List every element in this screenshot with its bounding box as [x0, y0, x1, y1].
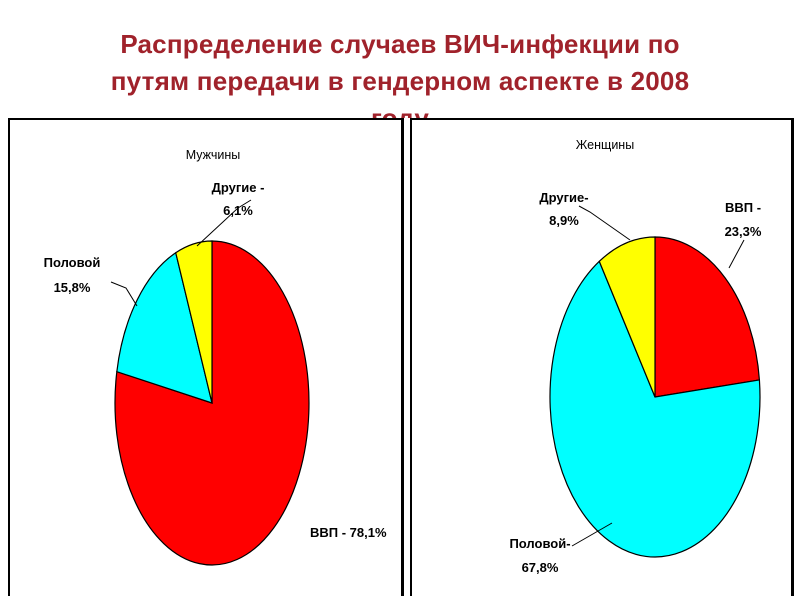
women-label-sexual-value: 67,8%	[522, 560, 559, 575]
women-leader-line-other	[578, 205, 631, 241]
women-leader-line-ivdu	[728, 239, 745, 269]
men-leader-line-sexual	[110, 281, 138, 307]
women-leader-line-sexual	[571, 522, 613, 547]
men-label-sexual-name: Половой	[44, 255, 101, 270]
men-label-other-name: Другие -	[212, 180, 265, 195]
women-label-ivdu-value: 23,3%	[725, 224, 762, 239]
men-label-ivdu: ВВП - 78,1%	[310, 525, 387, 540]
women-chart-panel: Женщины Другие- 8,9% ВВП - 23,3% Половой…	[410, 118, 794, 596]
slide-title-line-2: путям передачи в гендерном аспекте в 200…	[110, 66, 690, 96]
men-leader-line-other	[196, 199, 252, 247]
men-chart-title: Мужчины	[186, 148, 241, 162]
women-label-other-value: 8,9%	[549, 213, 579, 228]
women-slice-other	[598, 236, 656, 398]
men-pie-chart: Мужчины Другие - 6,1% Половой 15,8% ВВП …	[44, 148, 387, 566]
women-label-other-name: Другие-	[539, 190, 588, 205]
men-slice-sexual	[116, 251, 213, 404]
men-label-other-value: 6,1%	[223, 203, 253, 218]
slide-title: Распределение случаев ВИЧ-инфекции по пу…	[0, 26, 800, 118]
men-chart-panel: Мужчины Другие - 6,1% Половой 15,8% ВВП …	[8, 118, 404, 596]
women-label-ivdu-name: ВВП -	[725, 200, 761, 215]
slide-title-line-3: году	[370, 103, 430, 118]
men-label-sexual-value: 15,8%	[54, 280, 91, 295]
slide-title-line-1: Распределение случаев ВИЧ-инфекции по	[120, 29, 680, 59]
women-label-sexual-name: Половой-	[509, 536, 570, 551]
women-slice-ivdu	[654, 236, 761, 398]
men-slice-other	[175, 240, 213, 404]
women-pie-chart: Женщины Другие- 8,9% ВВП - 23,3% Половой…	[509, 138, 762, 575]
women-chart-title: Женщины	[576, 138, 634, 152]
women-slice-sexual	[549, 260, 761, 558]
